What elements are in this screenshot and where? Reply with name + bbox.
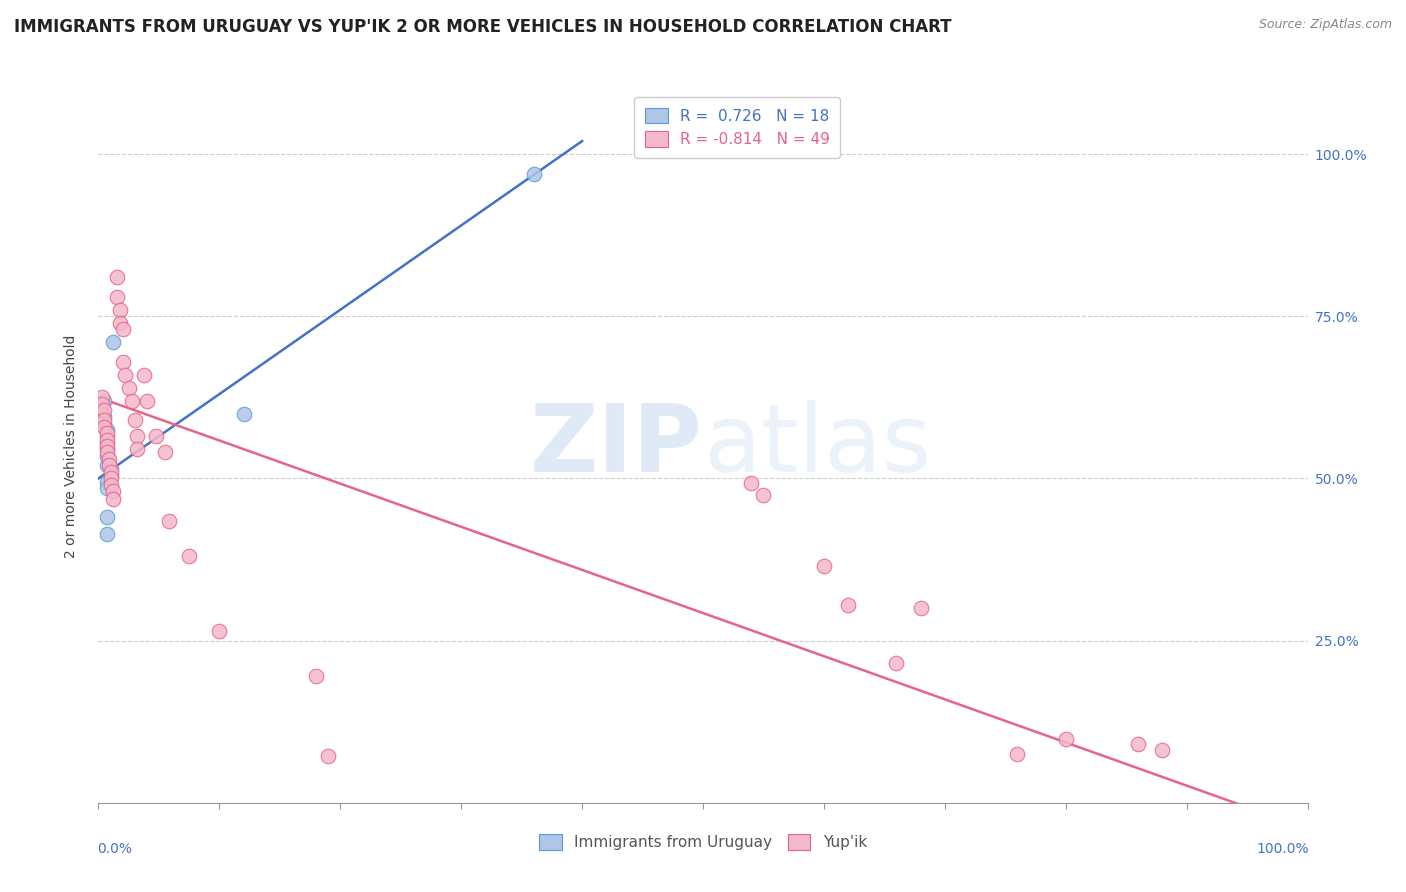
Text: IMMIGRANTS FROM URUGUAY VS YUP'IK 2 OR MORE VEHICLES IN HOUSEHOLD CORRELATION CH: IMMIGRANTS FROM URUGUAY VS YUP'IK 2 OR M… bbox=[14, 18, 952, 36]
Y-axis label: 2 or more Vehicles in Household: 2 or more Vehicles in Household bbox=[63, 334, 77, 558]
Point bbox=[179, 549, 201, 564]
Text: ZIP: ZIP bbox=[530, 400, 703, 492]
Point bbox=[96, 458, 118, 473]
Point bbox=[208, 624, 231, 638]
Point bbox=[96, 442, 118, 457]
Point bbox=[96, 449, 118, 463]
Point bbox=[93, 417, 115, 431]
Point bbox=[96, 510, 118, 524]
Point bbox=[232, 407, 254, 421]
Point bbox=[316, 749, 339, 764]
Point bbox=[1152, 742, 1174, 756]
Point bbox=[96, 526, 118, 541]
Point bbox=[101, 484, 124, 499]
Point bbox=[886, 657, 908, 671]
Point bbox=[96, 481, 118, 495]
Point bbox=[1054, 732, 1077, 747]
Point bbox=[98, 458, 121, 473]
Point bbox=[101, 335, 124, 350]
Point bbox=[305, 669, 328, 683]
Point bbox=[118, 381, 141, 395]
Point bbox=[105, 290, 128, 304]
Point bbox=[100, 471, 122, 485]
Point bbox=[91, 390, 114, 404]
Point bbox=[121, 393, 143, 408]
Point bbox=[111, 354, 134, 368]
Point bbox=[91, 397, 114, 411]
Point bbox=[124, 413, 146, 427]
Point bbox=[96, 475, 118, 489]
Point bbox=[153, 445, 176, 459]
Point bbox=[96, 445, 118, 459]
Point bbox=[105, 270, 128, 285]
Point bbox=[93, 393, 115, 408]
Point bbox=[135, 393, 157, 408]
Point bbox=[93, 419, 115, 434]
Point bbox=[101, 492, 124, 507]
Point bbox=[100, 461, 122, 475]
Point bbox=[134, 368, 156, 382]
Point bbox=[523, 167, 546, 181]
Point bbox=[96, 435, 118, 450]
Point bbox=[98, 452, 121, 467]
Text: 0.0%: 0.0% bbox=[97, 842, 132, 856]
Point bbox=[96, 433, 118, 447]
Text: 100.0%: 100.0% bbox=[1256, 842, 1309, 856]
Point bbox=[114, 368, 136, 382]
Point bbox=[740, 475, 762, 490]
Point bbox=[100, 478, 122, 492]
Point bbox=[93, 403, 115, 417]
Point bbox=[1128, 738, 1150, 752]
Point bbox=[100, 468, 122, 483]
Point bbox=[100, 465, 122, 479]
Point bbox=[910, 601, 932, 615]
Point bbox=[91, 407, 114, 421]
Text: atlas: atlas bbox=[703, 400, 931, 492]
Point bbox=[157, 514, 180, 528]
Point bbox=[108, 302, 131, 317]
Point bbox=[91, 413, 114, 427]
Point bbox=[752, 488, 775, 502]
Point bbox=[127, 442, 149, 457]
Point bbox=[96, 439, 118, 453]
Legend: Immigrants from Uruguay, Yup'ik: Immigrants from Uruguay, Yup'ik bbox=[530, 825, 876, 859]
Point bbox=[145, 429, 167, 443]
Point bbox=[96, 429, 118, 443]
Point bbox=[93, 409, 115, 424]
Point bbox=[93, 413, 115, 427]
Point bbox=[127, 428, 149, 442]
Point bbox=[96, 425, 118, 440]
Text: Source: ZipAtlas.com: Source: ZipAtlas.com bbox=[1258, 18, 1392, 31]
Point bbox=[1007, 747, 1029, 761]
Point bbox=[813, 559, 835, 574]
Point bbox=[111, 322, 134, 336]
Point bbox=[96, 423, 118, 437]
Point bbox=[837, 598, 859, 612]
Point bbox=[108, 316, 131, 330]
